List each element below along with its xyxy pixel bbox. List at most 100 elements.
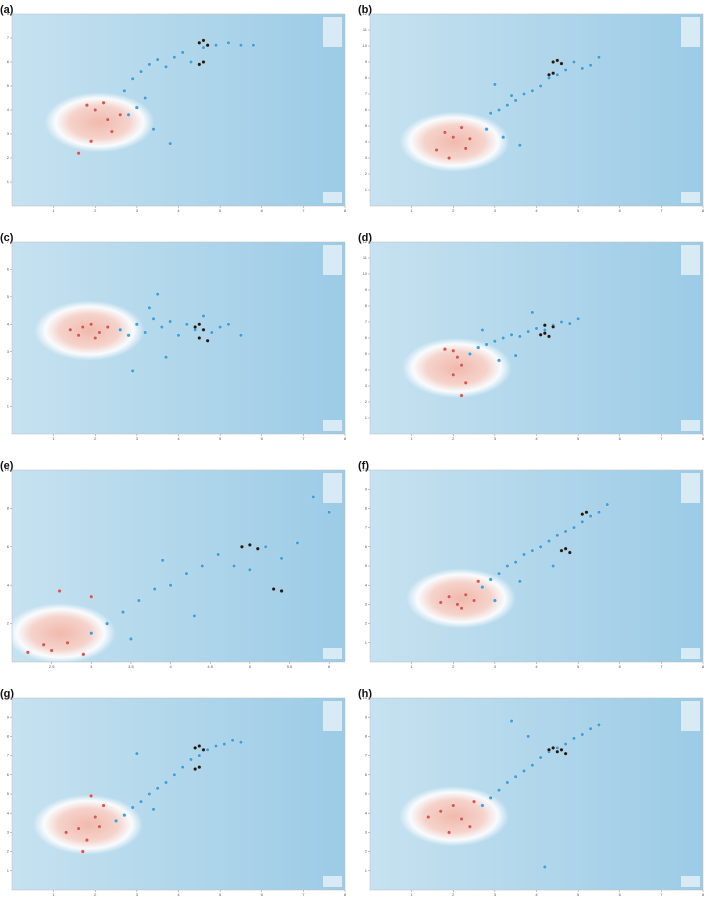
y-tick-label: 5	[365, 791, 368, 796]
point	[311, 494, 316, 499]
point	[605, 502, 610, 507]
legend-box	[323, 876, 342, 887]
point	[295, 541, 300, 545]
panel-label: (e)	[0, 460, 14, 472]
point	[155, 57, 160, 62]
x-tick-label: 5	[577, 892, 580, 897]
point	[89, 793, 94, 798]
point	[463, 380, 468, 385]
point	[509, 93, 514, 98]
y-tick-label: 5	[365, 351, 368, 356]
point	[130, 368, 135, 373]
y-tick-label: 12	[363, 239, 368, 244]
point	[197, 753, 202, 758]
point	[551, 324, 556, 329]
legend-box	[681, 876, 700, 887]
y-tick-label: 3	[365, 383, 368, 388]
point	[588, 514, 593, 519]
point	[476, 579, 481, 584]
point	[84, 103, 89, 108]
point	[447, 830, 452, 835]
y-tick-label: 6	[7, 772, 10, 777]
x-tick-label: 6	[261, 208, 264, 213]
x-tick-label: 3	[136, 892, 139, 897]
point	[172, 55, 177, 60]
x-tick-label: 2	[452, 892, 455, 897]
point	[455, 355, 460, 360]
point	[513, 560, 518, 565]
point	[238, 740, 243, 745]
point	[109, 129, 114, 134]
point	[57, 589, 62, 593]
point	[488, 111, 493, 116]
x-tick-label: 1	[411, 436, 414, 441]
point	[180, 50, 185, 55]
y-tick-label: 7	[7, 239, 10, 244]
y-tick-label: 4	[7, 107, 10, 112]
point	[279, 556, 284, 561]
y-tick-label: 8	[7, 733, 10, 738]
y-tick-label: 1	[7, 179, 10, 184]
point	[118, 327, 123, 332]
point	[130, 805, 135, 810]
y-tick-label: 12	[363, 11, 368, 16]
point	[168, 319, 173, 324]
y-tick-label: 7	[365, 91, 368, 96]
y-tick-label: 6	[365, 544, 368, 549]
class-region	[401, 337, 512, 398]
point	[572, 525, 576, 530]
x-tick-label: 2	[452, 208, 455, 213]
point	[596, 55, 601, 60]
x-tick-label: 8	[702, 664, 705, 669]
point	[538, 84, 543, 88]
point	[226, 322, 231, 327]
point	[451, 135, 456, 140]
point	[501, 135, 506, 140]
point	[488, 795, 493, 800]
point	[492, 339, 497, 344]
point	[526, 734, 531, 739]
y-tick-label: 10	[363, 695, 368, 700]
point	[118, 112, 123, 117]
point	[151, 127, 156, 132]
point	[547, 334, 551, 339]
y-tick-label: 4	[365, 367, 368, 372]
plot-background	[12, 698, 345, 890]
panel-label: (b)	[358, 4, 372, 16]
point	[588, 63, 593, 68]
point	[559, 320, 564, 324]
x-tick-label: 1	[411, 892, 414, 897]
point	[505, 103, 510, 108]
x-tick-label: 8	[702, 208, 705, 213]
point	[509, 719, 514, 723]
point	[555, 745, 560, 750]
y-tick-label: 3	[7, 829, 10, 834]
point	[93, 815, 98, 819]
point	[497, 571, 501, 576]
point	[65, 640, 70, 645]
point	[176, 333, 181, 338]
point	[538, 332, 543, 337]
point	[134, 751, 139, 756]
y-tick-label: 9	[365, 287, 368, 292]
point	[447, 156, 452, 160]
x-tick-label: 5	[577, 664, 580, 669]
x-tick-label: 3	[90, 664, 93, 669]
legend-box	[323, 17, 342, 47]
point	[497, 358, 501, 363]
point	[152, 587, 157, 591]
point	[472, 598, 477, 603]
point	[122, 813, 127, 818]
x-tick-label: 4	[169, 664, 172, 669]
y-tick-label: 2	[7, 621, 10, 626]
point	[434, 148, 439, 152]
point	[247, 542, 252, 547]
x-tick-label: 7	[660, 892, 663, 897]
y-tick-label: 2	[365, 849, 368, 854]
point	[134, 322, 139, 327]
point	[201, 60, 206, 64]
point	[101, 803, 106, 808]
point	[122, 88, 127, 93]
point	[232, 564, 236, 568]
point	[143, 330, 148, 335]
